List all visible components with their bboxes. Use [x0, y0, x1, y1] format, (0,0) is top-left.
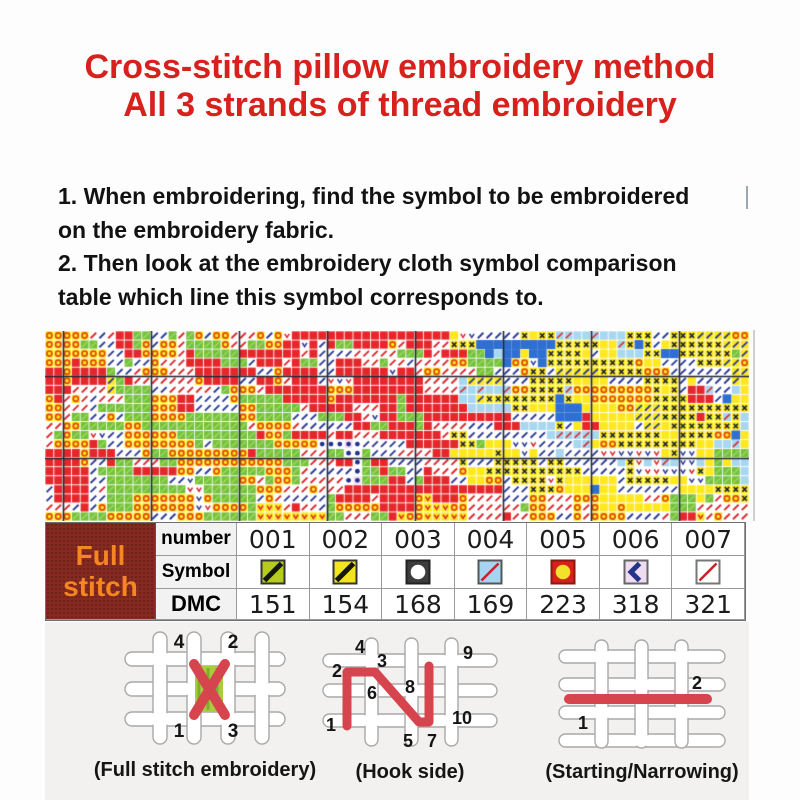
row-header-symbol: Symbol [156, 556, 237, 589]
row-header-number: number [156, 523, 237, 556]
diagram-hook-side: 1 2 3 4 5 6 7 8 9 10 (Hook side) [300, 632, 520, 784]
title-line-2: All 3 strands of thread embroidery [123, 86, 677, 124]
pattern-chart [45, 331, 749, 521]
dmc-cell-318: 318 [599, 589, 673, 620]
diagram-label-starting-narrowing: (Starting/Narrowing) [545, 761, 739, 783]
page-title: Cross-stitch pillow embroidery method Al… [0, 48, 800, 124]
symbol-legend-table: Full stitch number 001 002 003 004 005 006 007 S… [45, 522, 746, 621]
dmc-cell-223: 223 [527, 589, 600, 620]
instruction-line: 1. When embroidering, find the symbol to… [58, 183, 690, 209]
svg-text:3: 3 [228, 721, 239, 742]
svg-text:10: 10 [452, 708, 472, 728]
dmc-cell-154: 154 [309, 589, 383, 620]
svg-text:1: 1 [174, 721, 185, 742]
full-stitch-corner-cell: Full stitch [46, 523, 156, 620]
svg-text:2: 2 [692, 673, 702, 693]
instruction-line: on the embroidery fabric. [58, 216, 335, 243]
symbol-003-icon [382, 556, 455, 589]
number-cell-001: 001 [237, 523, 310, 556]
number-cell-007: 007 [672, 523, 745, 556]
number-cell-005: 005 [527, 523, 600, 556]
cursor-artifact [746, 186, 748, 209]
dmc-cell-151: 151 [237, 589, 310, 620]
number-cell-003: 003 [382, 523, 455, 556]
number-cell-006: 006 [599, 523, 673, 556]
svg-text:3: 3 [377, 651, 387, 671]
svg-text:6: 6 [367, 683, 377, 703]
svg-text:8: 8 [405, 677, 415, 697]
svg-text:4: 4 [174, 632, 185, 653]
symbol-007-icon [672, 556, 745, 589]
symbol-006-icon [599, 556, 673, 589]
svg-text:9: 9 [463, 643, 473, 663]
diagram-full-stitch: 1 2 3 4 (Full stitch embroidery) [75, 628, 335, 782]
hook-side-weave-illustration: 1 2 3 4 5 6 7 8 9 10 [300, 632, 520, 759]
dmc-cell-169: 169 [454, 589, 528, 620]
symbol-005-icon [527, 556, 600, 589]
diagram-label-full-stitch: (Full stitch embroidery) [93, 759, 317, 781]
svg-text:1: 1 [326, 715, 336, 735]
symbol-004-icon [454, 556, 528, 589]
svg-text:1: 1 [578, 713, 588, 733]
symbol-001-icon [237, 556, 310, 589]
instruction-line: 2. Then look at the embroidery cloth sym… [58, 250, 677, 276]
title-line-1: Cross-stitch pillow embroidery method [84, 48, 716, 86]
instruction-line: table which line this symbol corresponds… [58, 283, 544, 310]
full-stitch-label-line2: stitch [63, 571, 138, 602]
chart-edge-strip [753, 330, 755, 521]
diagram-label-hook-side: (Hook side) [355, 761, 465, 783]
dmc-cell-168: 168 [382, 589, 455, 620]
number-cell-004: 004 [454, 523, 528, 556]
svg-text:2: 2 [228, 632, 239, 653]
instructions: 1. When embroidering, find the symbol to… [58, 180, 758, 314]
number-cell-002: 002 [309, 523, 383, 556]
svg-text:2: 2 [332, 661, 342, 681]
dmc-cell-321: 321 [672, 589, 745, 620]
symbol-002-icon [309, 556, 383, 589]
svg-text:7: 7 [427, 731, 437, 751]
full-stitch-weave-illustration: 1 2 3 4 [75, 628, 335, 757]
svg-text:5: 5 [403, 731, 413, 751]
full-stitch-label-line1: Full [75, 540, 126, 571]
row-header-dmc: DMC [156, 589, 237, 620]
svg-text:4: 4 [355, 637, 365, 657]
